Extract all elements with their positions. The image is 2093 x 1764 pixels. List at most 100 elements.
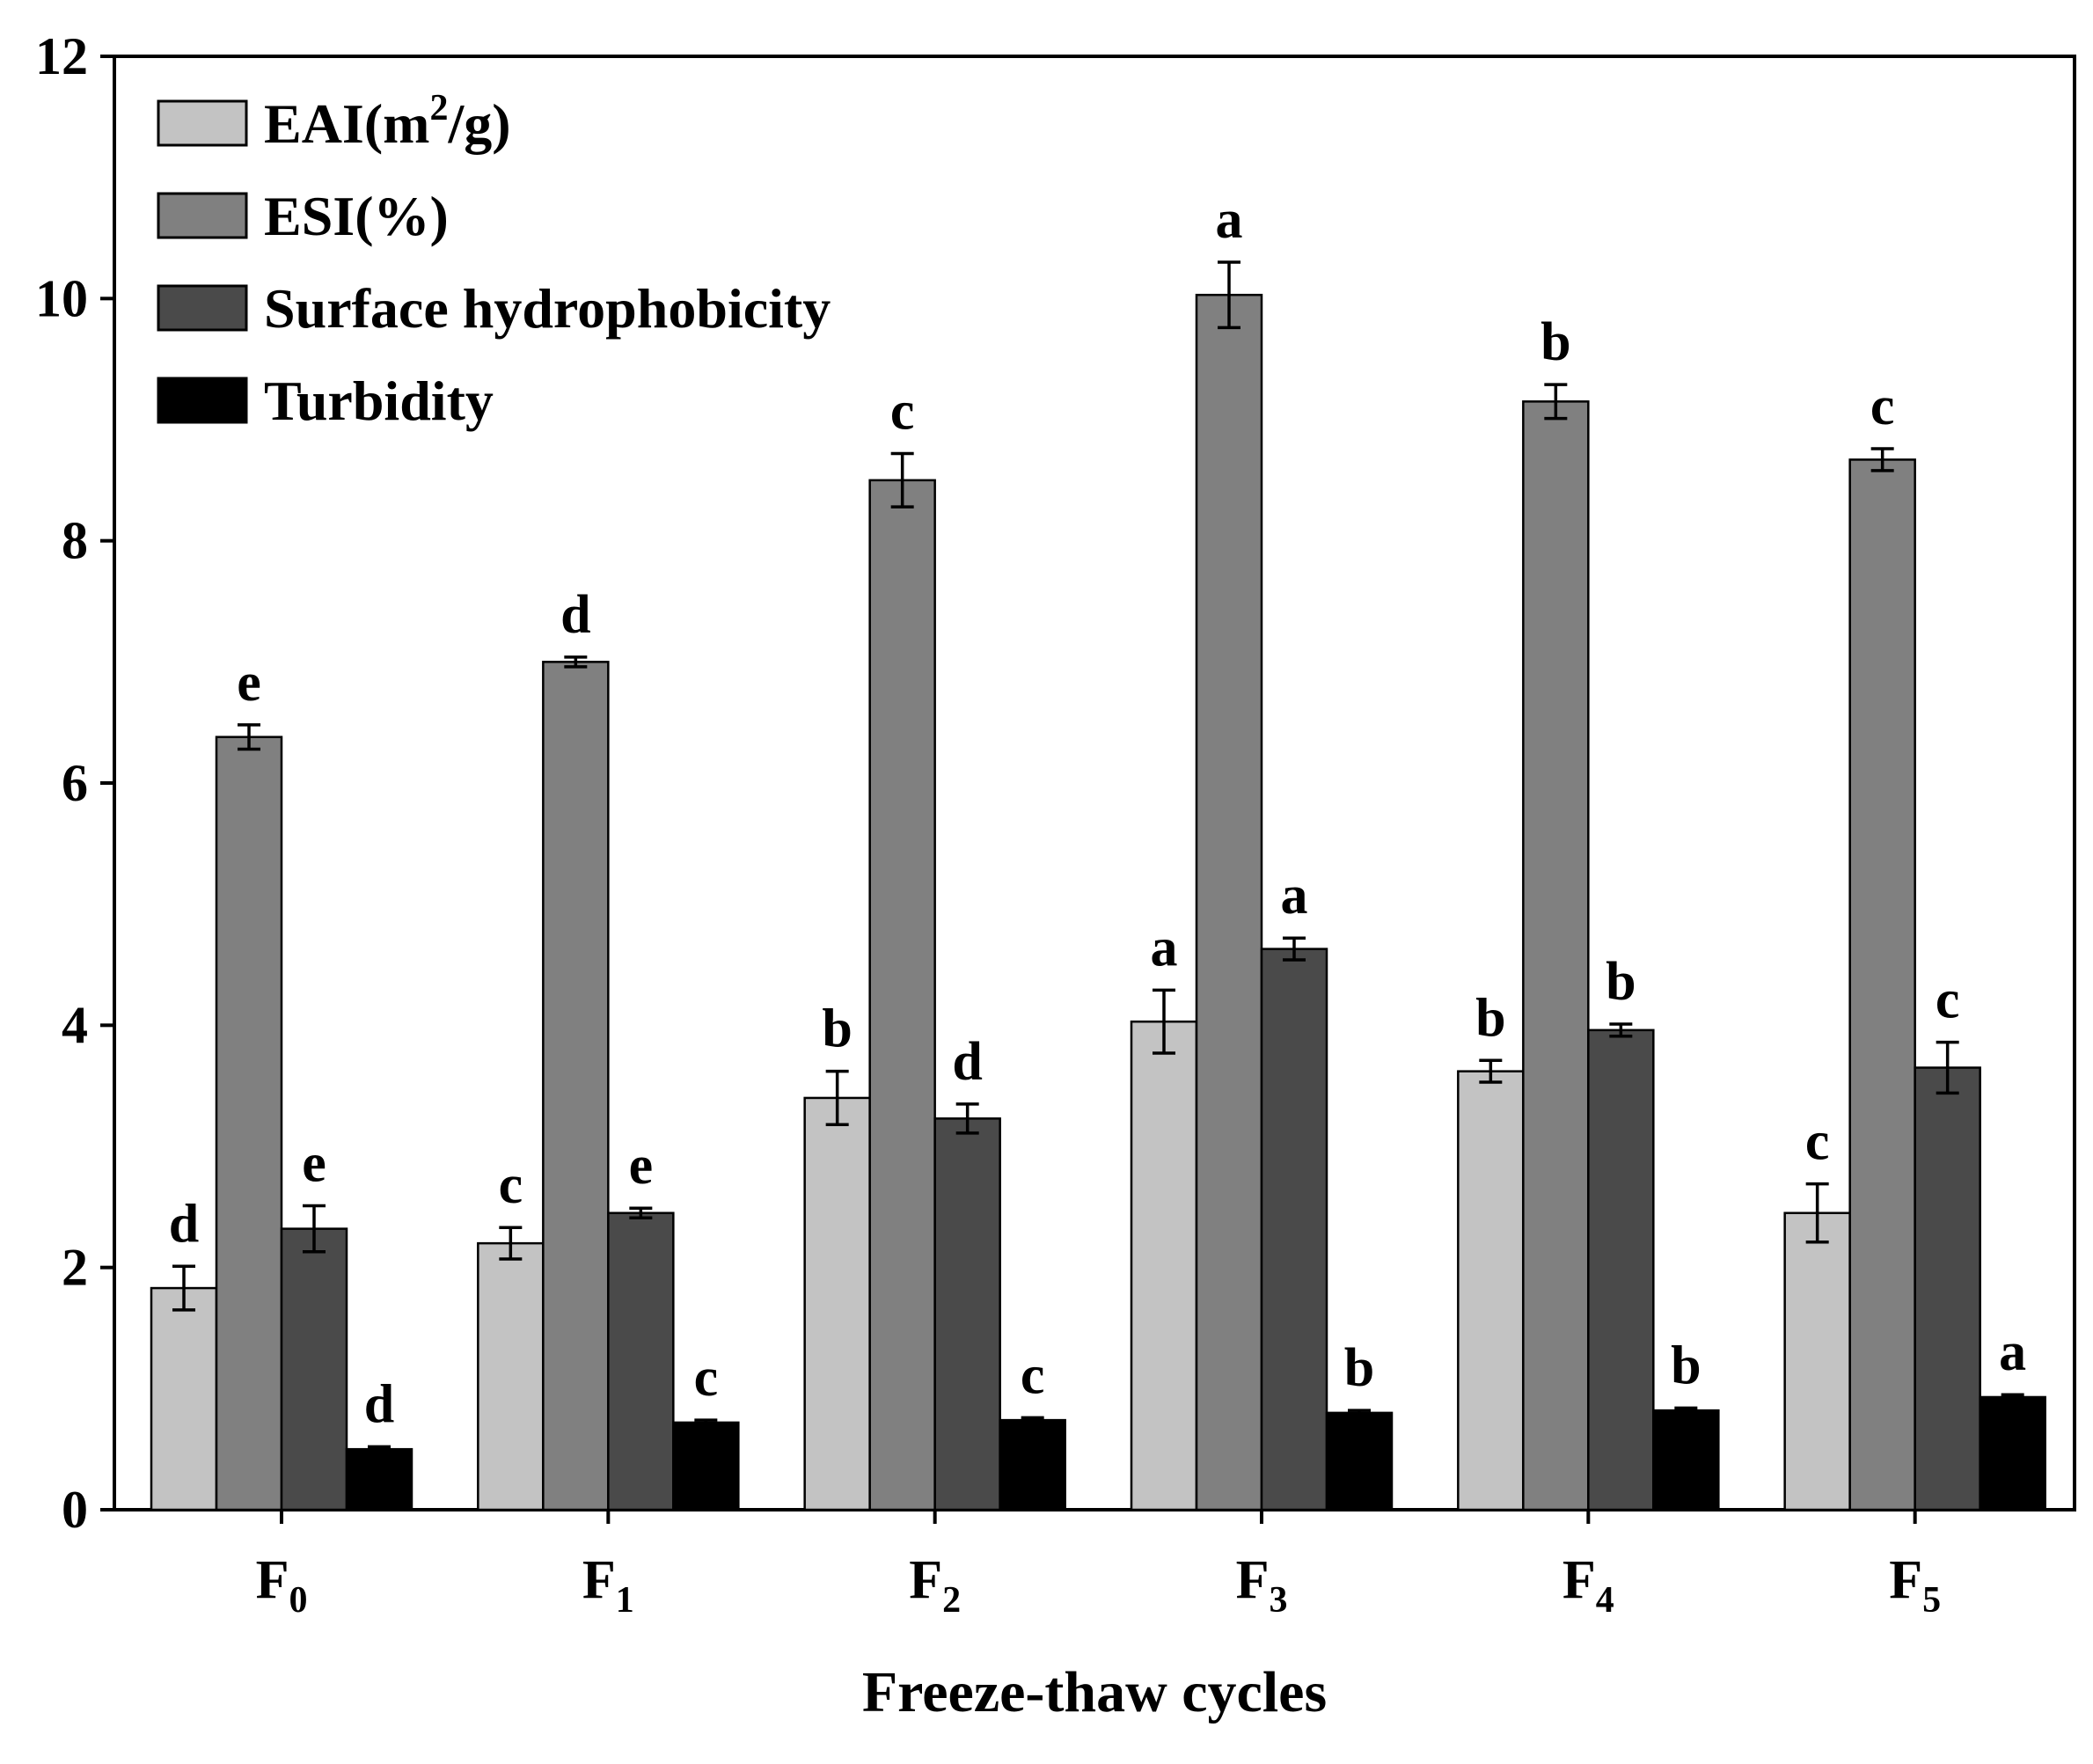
error-bar bbox=[1153, 988, 1175, 1055]
error-bar bbox=[1870, 447, 1894, 472]
x-tick-label-subscript: 1 bbox=[616, 1580, 634, 1621]
error-bar bbox=[1805, 1182, 1829, 1244]
bar bbox=[933, 1117, 1001, 1511]
bar bbox=[1325, 1411, 1394, 1511]
significance-letter: b bbox=[822, 999, 852, 1059]
error-bar bbox=[1021, 1416, 1044, 1424]
series-1: e d c a b c bbox=[215, 190, 1916, 1511]
x-tick-label-subscript: 4 bbox=[1596, 1580, 1614, 1621]
error-bar bbox=[1283, 936, 1306, 962]
legend-swatch bbox=[157, 284, 248, 332]
bar bbox=[1457, 1070, 1525, 1511]
bar bbox=[1130, 1020, 1198, 1511]
x-tick-label: F0 bbox=[256, 1550, 308, 1621]
error-bar bbox=[1348, 1409, 1371, 1417]
significance-letter: c bbox=[890, 382, 915, 442]
significance-letter: c bbox=[499, 1155, 523, 1215]
legend-label: EAI(m2/g) bbox=[264, 88, 511, 155]
x-tick-label: F4 bbox=[1562, 1550, 1614, 1621]
significance-letter: e bbox=[629, 1136, 654, 1196]
x-tick-label: F2 bbox=[909, 1550, 961, 1621]
bar bbox=[542, 661, 610, 1511]
bar bbox=[150, 1286, 218, 1511]
legend-label: ESI(%) bbox=[264, 185, 449, 247]
error-bar bbox=[1479, 1058, 1503, 1084]
legend-label: Surface hydrophobicity bbox=[264, 277, 831, 340]
legend-label-main: Turbidity bbox=[264, 370, 494, 432]
significance-letter: a bbox=[1151, 918, 1178, 977]
significance-letter: a bbox=[1216, 190, 1243, 250]
bar bbox=[803, 1096, 871, 1511]
y-tick-label: 12 bbox=[35, 27, 88, 85]
bar bbox=[1848, 458, 1916, 1511]
error-bar bbox=[694, 1418, 718, 1427]
legend-swatch bbox=[157, 192, 248, 239]
legend-label-main: Surface hydrophobicity bbox=[264, 277, 831, 340]
x-tick-label-base: F bbox=[909, 1550, 942, 1610]
significance-letter: b bbox=[1475, 988, 1505, 1048]
y-tick-label: 4 bbox=[62, 996, 88, 1054]
bar bbox=[1587, 1028, 1655, 1511]
x-tick-label-subscript: 0 bbox=[289, 1580, 307, 1621]
x-tick-label: F3 bbox=[1236, 1550, 1288, 1621]
significance-letter: b bbox=[1344, 1338, 1374, 1398]
error-bar bbox=[1609, 1022, 1633, 1038]
x-tick-label-base: F bbox=[1236, 1550, 1270, 1610]
series-2: e e d a b c bbox=[280, 866, 1981, 1511]
bar bbox=[477, 1241, 545, 1511]
legend-swatch bbox=[157, 99, 248, 147]
x-tick-label: F1 bbox=[582, 1550, 634, 1621]
x-tick-label-subscript: 2 bbox=[942, 1580, 961, 1621]
error-bar bbox=[890, 451, 914, 509]
error-bar bbox=[238, 723, 260, 751]
legend-label-main: ESI(%) bbox=[264, 185, 449, 247]
bar bbox=[1783, 1211, 1851, 1511]
y-tick-label: 8 bbox=[62, 512, 88, 570]
y-tick-label: 0 bbox=[62, 1481, 88, 1539]
bar bbox=[1914, 1066, 1981, 1511]
bar bbox=[1652, 1409, 1720, 1511]
significance-letter: c bbox=[1870, 377, 1895, 436]
legend-label: Turbidity bbox=[264, 370, 494, 432]
y-tick-label: 10 bbox=[35, 269, 88, 327]
error-bar bbox=[955, 1102, 979, 1135]
significance-letter: a bbox=[1281, 866, 1308, 926]
significance-letter: d bbox=[560, 585, 590, 645]
bar bbox=[999, 1418, 1066, 1511]
y-axis: 0 2 4 6 8 10 12 bbox=[35, 27, 114, 1539]
significance-letter: d bbox=[364, 1374, 394, 1434]
y-tick-label: 6 bbox=[62, 754, 88, 812]
y-tick-label: 2 bbox=[62, 1239, 88, 1297]
x-axis-title: Freeze-thaw cycles bbox=[862, 1660, 1327, 1724]
x-tick-label-subscript: 5 bbox=[1922, 1580, 1941, 1621]
error-bar bbox=[1218, 260, 1240, 330]
error-bar bbox=[1674, 1406, 1698, 1415]
bar bbox=[1195, 293, 1263, 1511]
x-tick-label-base: F bbox=[582, 1550, 616, 1610]
significance-letter: c bbox=[694, 1348, 719, 1408]
significance-letter: c bbox=[1936, 970, 1960, 1030]
significance-letter: e bbox=[237, 653, 261, 713]
legend-swatch bbox=[157, 377, 248, 424]
significance-letter: b bbox=[1606, 952, 1636, 1012]
plot-frame bbox=[113, 55, 2076, 1511]
error-bar bbox=[1544, 383, 1568, 421]
significance-letter: c bbox=[1021, 1345, 1045, 1405]
series-0: d c b a b c bbox=[150, 918, 1851, 1511]
error-bar bbox=[564, 655, 588, 669]
significance-letter: b bbox=[1540, 312, 1570, 372]
bar bbox=[280, 1227, 348, 1511]
legend-label-main: EAI(m bbox=[264, 92, 429, 155]
error-bar bbox=[1936, 1040, 1959, 1095]
bars: d c b a b c e d c a b c e e d a b c d c c b b a bbox=[150, 190, 2046, 1511]
error-bar bbox=[825, 1069, 849, 1126]
legend-item: Turbidity bbox=[157, 370, 494, 432]
bar bbox=[1979, 1395, 2046, 1511]
legend-item: EAI(m2/g) bbox=[157, 88, 511, 155]
error-bar bbox=[2001, 1393, 2024, 1402]
x-tick-label-base: F bbox=[1889, 1550, 1922, 1610]
error-bar bbox=[368, 1445, 391, 1453]
